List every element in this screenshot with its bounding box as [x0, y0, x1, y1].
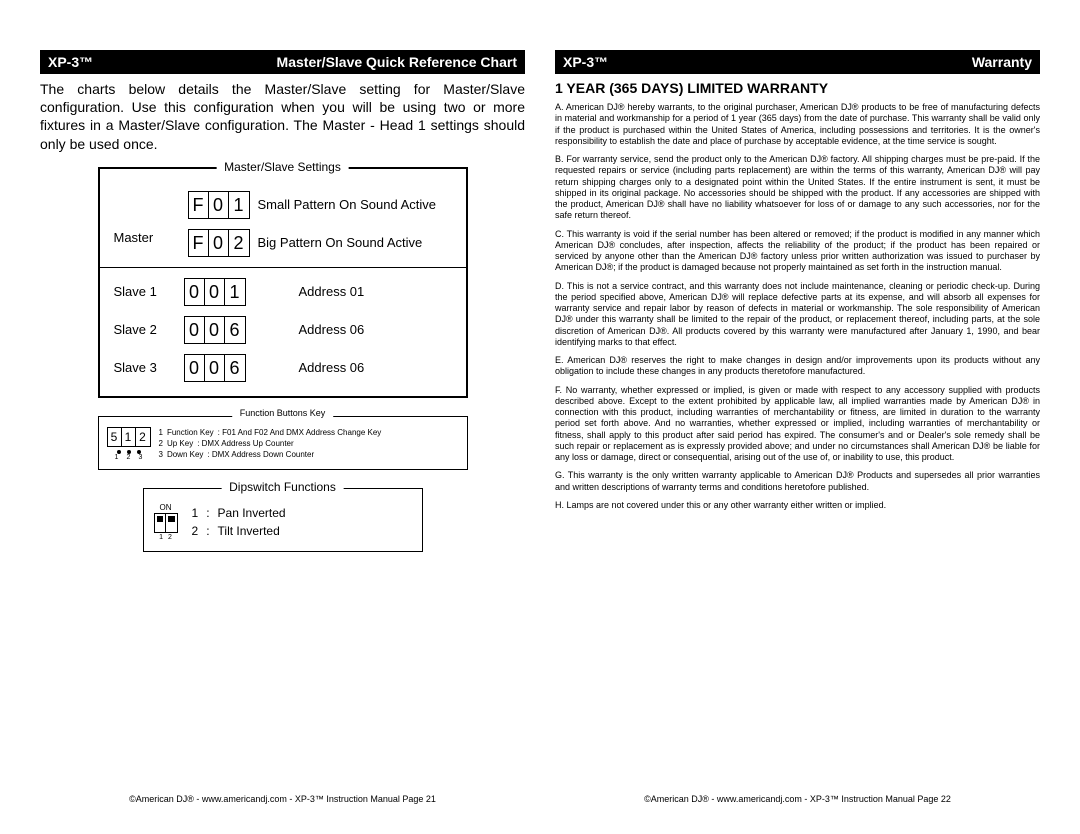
para-d: D. This is not a service contract, and t…: [555, 281, 1040, 349]
hdr-title-r: Warranty: [972, 54, 1032, 70]
para-g: G. This warranty is the only written war…: [555, 470, 1040, 493]
code-f01: F 0 1: [188, 191, 250, 219]
ms-legend: Master/Slave Settings: [216, 160, 349, 174]
mini-nums: 1 2 3: [113, 454, 145, 461]
para-f: F. No warranty, whether expressed or imp…: [555, 385, 1040, 464]
dip-legend: Dipswitch Functions: [221, 480, 344, 494]
hdr-model-r: XP-3™: [563, 54, 608, 70]
function-buttons-box: Function Buttons Key 5 1 2 1 2 3 1Functi…: [98, 416, 468, 470]
left-footer: ©American DJ® - www.americandj.com - XP-…: [40, 784, 525, 804]
hdr-model: XP-3™: [48, 54, 93, 70]
right-header: XP-3™ Warranty: [555, 50, 1040, 74]
right-page: XP-3™ Warranty 1 YEAR (365 DAYS) LIMITED…: [555, 50, 1040, 804]
master-row-2: F 0 2 Big Pattern On Sound Active: [180, 229, 452, 257]
master-row-1: F 0 1 Small Pattern On Sound Active: [180, 191, 452, 219]
ms-separator: [100, 267, 466, 268]
dip-switch-icon: [154, 513, 178, 533]
para-a: A. American DJ® hereby warrants, to the …: [555, 102, 1040, 147]
para-e: E. American DJ® reserves the right to ma…: [555, 355, 1040, 378]
slave-row-1: Slave 1 0 0 1 Address 01: [114, 278, 452, 306]
slave-row-2: Slave 2 0 0 6 Address 06: [114, 316, 452, 344]
fn-lines: 1Function Key: F01 And F02 And DMX Addre…: [159, 427, 382, 461]
left-header: XP-3™ Master/Slave Quick Reference Chart: [40, 50, 525, 74]
dip-lines: 1:Pan Inverted 2:Tilt Inverted: [192, 504, 286, 540]
code-f02: F 0 2: [188, 229, 250, 257]
mini-code: 5 1 2: [107, 427, 151, 447]
code-001: 0 0 1: [184, 278, 246, 306]
para-b: B. For warranty service, send the produc…: [555, 154, 1040, 222]
slave-row-3: Slave 3 0 0 6 Address 06: [114, 354, 452, 382]
dip-switch-graphic: ON 1 2: [154, 503, 178, 541]
master-role: Master: [114, 230, 176, 245]
left-page: XP-3™ Master/Slave Quick Reference Chart…: [40, 50, 525, 804]
dipswitch-box: Dipswitch Functions ON 1 2 1:Pan Inverte…: [143, 488, 423, 552]
warranty-title: 1 YEAR (365 DAYS) LIMITED WARRANTY: [555, 80, 1040, 96]
para-h: H. Lamps are not covered under this or a…: [555, 500, 1040, 511]
right-footer: ©American DJ® - www.americandj.com - XP-…: [555, 784, 1040, 804]
para-c: C. This warranty is void if the serial n…: [555, 229, 1040, 274]
fn-legend: Function Buttons Key: [232, 408, 334, 418]
master-label-1: Small Pattern On Sound Active: [258, 197, 436, 212]
mini-display: 5 1 2 1 2 3: [107, 427, 151, 461]
code-006b: 0 0 6: [184, 354, 246, 382]
warranty-body: A. American DJ® hereby warrants, to the …: [555, 102, 1040, 518]
master-slave-box: Master/Slave Settings Master F 0 1 Small…: [98, 167, 468, 398]
master-label-2: Big Pattern On Sound Active: [258, 235, 423, 250]
intro-text: The charts below details the Master/Slav…: [40, 80, 525, 153]
hdr-title: Master/Slave Quick Reference Chart: [277, 54, 517, 70]
code-006a: 0 0 6: [184, 316, 246, 344]
